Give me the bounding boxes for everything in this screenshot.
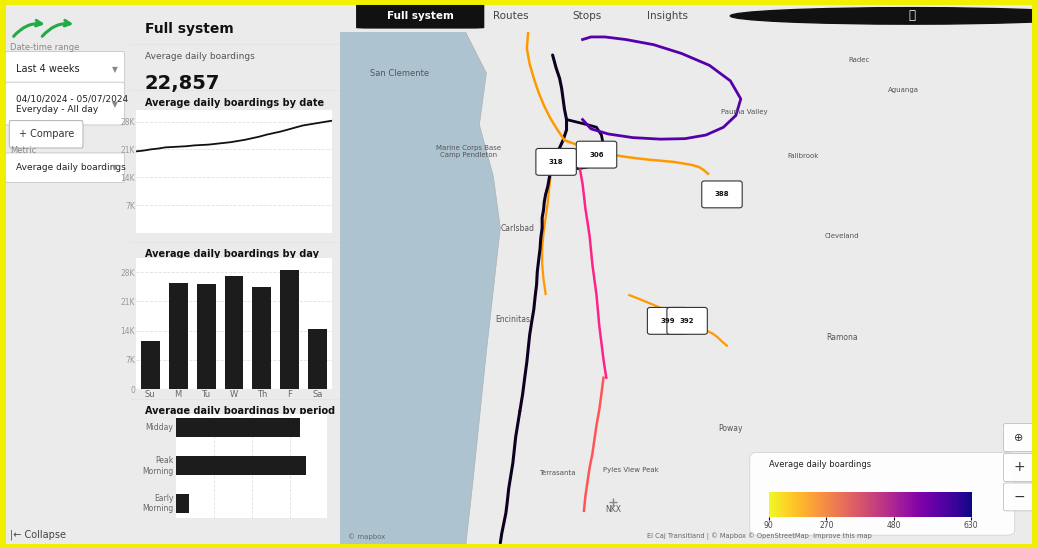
Bar [176, 419, 301, 437]
Text: ▼: ▼ [112, 65, 117, 73]
Text: Average daily boardings by period: Average daily boardings by period [145, 406, 335, 415]
Text: 318: 318 [549, 159, 563, 165]
Text: Average daily boardings by date: Average daily boardings by date [145, 98, 324, 107]
Bar [280, 270, 300, 389]
Text: Encinitas: Encinitas [496, 315, 530, 324]
Polygon shape [340, 32, 500, 548]
Text: + Compare: + Compare [19, 129, 74, 139]
Bar [224, 276, 244, 389]
FancyBboxPatch shape [1004, 424, 1034, 452]
FancyBboxPatch shape [667, 307, 707, 334]
Text: 392: 392 [680, 318, 695, 324]
Bar [141, 341, 160, 389]
Text: Average daily boardings: Average daily boardings [768, 460, 871, 469]
Text: Ramona: Ramona [826, 333, 858, 342]
Text: Carlsbad: Carlsbad [501, 225, 535, 233]
Text: ▼: ▼ [112, 163, 117, 172]
Text: +: + [1013, 460, 1025, 475]
Text: Routes: Routes [493, 11, 529, 21]
Text: Stops: Stops [572, 11, 602, 21]
FancyBboxPatch shape [356, 3, 484, 28]
Bar [252, 287, 272, 389]
Text: El Caj Transitland | © Mapbox © OpenStreetMap  Improve this map: El Caj Transitland | © Mapbox © OpenStre… [647, 533, 871, 540]
Text: Everyday - All day: Everyday - All day [16, 105, 97, 114]
Text: Full system: Full system [387, 11, 453, 21]
Text: |← Collapse: |← Collapse [10, 529, 66, 540]
FancyBboxPatch shape [5, 153, 124, 182]
Text: 399: 399 [661, 318, 675, 324]
Text: ⊕: ⊕ [1014, 432, 1024, 443]
FancyBboxPatch shape [702, 181, 742, 208]
Text: ▼: ▼ [112, 100, 117, 109]
Text: 388: 388 [714, 191, 729, 197]
Text: 📊: 📊 [908, 9, 915, 22]
Text: Aguanga: Aguanga [888, 87, 919, 93]
FancyBboxPatch shape [1004, 454, 1034, 481]
Text: Average daily boardings: Average daily boardings [16, 163, 125, 172]
Circle shape [730, 8, 1037, 24]
Text: San Clemente: San Clemente [370, 68, 429, 78]
Text: Average daily boardings: Average daily boardings [145, 52, 254, 61]
Text: Poway: Poway [718, 424, 742, 433]
Text: Marine Corps Base
Camp Pendleton: Marine Corps Base Camp Pendleton [437, 145, 502, 158]
Text: Date-time range: Date-time range [10, 43, 80, 52]
Bar [308, 329, 327, 389]
Text: −: − [1013, 490, 1025, 504]
Text: Pauma Valley: Pauma Valley [721, 109, 767, 115]
Text: 22,857: 22,857 [145, 74, 220, 93]
Text: Metric: Metric [10, 146, 36, 155]
Bar [197, 284, 216, 389]
Text: 306: 306 [589, 152, 604, 158]
FancyBboxPatch shape [536, 149, 577, 175]
Text: Pyles View Peak: Pyles View Peak [604, 466, 660, 472]
Text: Fallbrook: Fallbrook [788, 153, 819, 159]
Text: Terrasanta: Terrasanta [539, 470, 576, 476]
Text: © mapbox: © mapbox [348, 533, 386, 540]
FancyBboxPatch shape [5, 52, 124, 87]
Text: Average daily boardings by day: Average daily boardings by day [145, 249, 318, 259]
Text: Full system: Full system [145, 22, 233, 36]
Text: 💬: 💬 [981, 9, 988, 22]
FancyBboxPatch shape [750, 453, 1014, 535]
Text: 👤: 👤 [1016, 9, 1024, 22]
Text: 04/10/2024 - 05/07/2024: 04/10/2024 - 05/07/2024 [16, 94, 128, 103]
Text: 🔔: 🔔 [946, 9, 954, 22]
Text: NKX: NKX [606, 505, 621, 514]
FancyBboxPatch shape [9, 121, 83, 148]
Text: Last 4 weeks: Last 4 weeks [16, 64, 79, 74]
FancyBboxPatch shape [577, 141, 617, 168]
Bar [176, 494, 189, 513]
Bar [176, 456, 306, 475]
FancyBboxPatch shape [647, 307, 688, 334]
Text: Radec: Radec [848, 57, 870, 63]
Text: Insights: Insights [647, 11, 689, 21]
Bar [169, 283, 188, 389]
FancyBboxPatch shape [1004, 483, 1034, 511]
FancyBboxPatch shape [5, 82, 124, 125]
Text: Cleveland: Cleveland [824, 233, 859, 239]
